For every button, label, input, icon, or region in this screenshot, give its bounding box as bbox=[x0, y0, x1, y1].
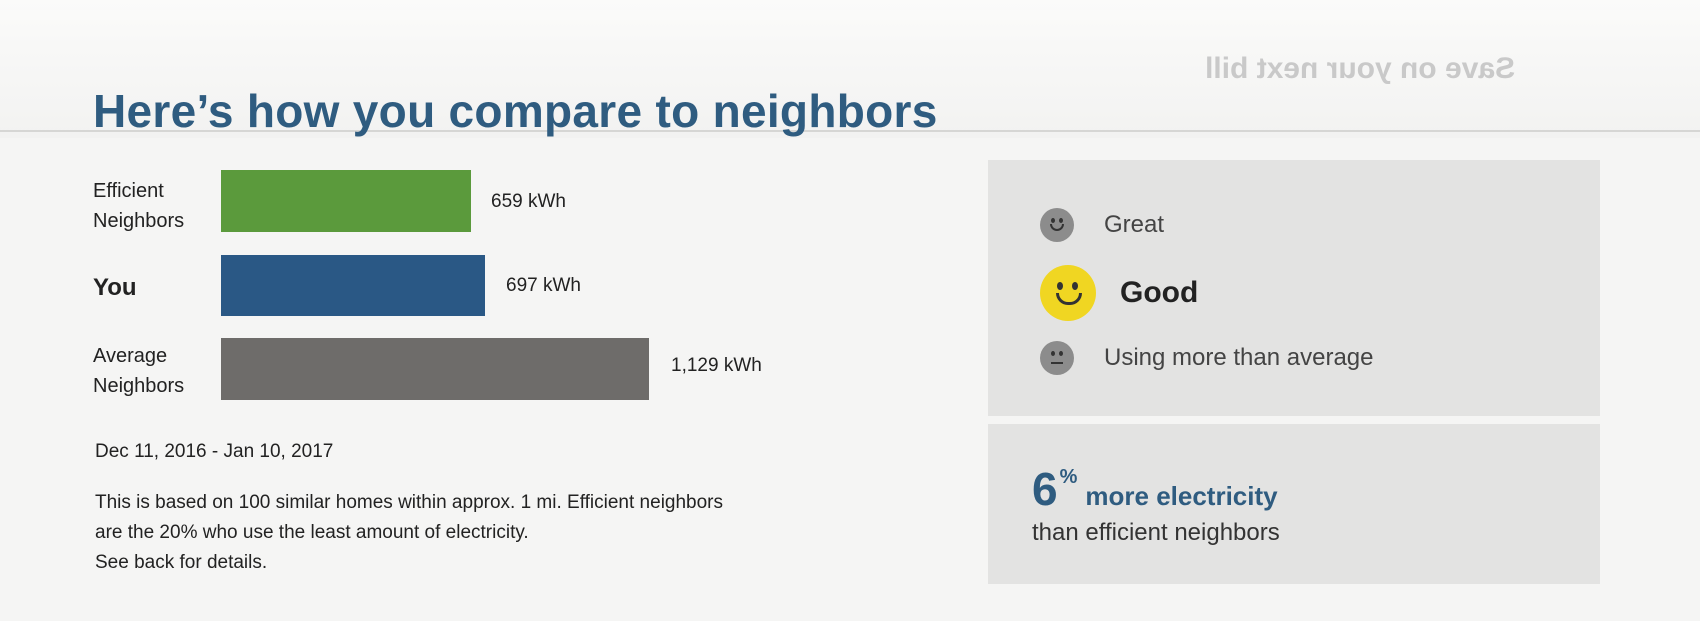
smile-face-icon bbox=[1040, 265, 1096, 321]
percent-sign: % bbox=[1059, 466, 1078, 488]
bar-you bbox=[221, 255, 485, 316]
rating-more-than-average: Using more than average bbox=[1040, 341, 1373, 375]
note-line: See back for details. bbox=[95, 552, 268, 573]
rating-label-active: Good bbox=[1120, 276, 1199, 309]
bar-value-efficient: 659 kWh bbox=[491, 191, 566, 212]
bar-label-you: You bbox=[93, 274, 137, 301]
comparison-panel bbox=[988, 424, 1600, 584]
bar-label-line: Neighbors bbox=[93, 375, 185, 397]
percent-text: more electricity bbox=[1085, 481, 1278, 511]
ghost-text: Save on your next bill bbox=[1205, 52, 1516, 85]
bar-label-line: Neighbors bbox=[93, 210, 185, 232]
bar-value-you: 697 kWh bbox=[506, 275, 581, 296]
percent-subtext: than efficient neighbors bbox=[1032, 519, 1280, 546]
rating-label: Great bbox=[1104, 211, 1165, 238]
rating-good: Good bbox=[1040, 265, 1198, 321]
fold-line bbox=[0, 130, 1700, 132]
comparison-note: This is based on 100 similar homes withi… bbox=[95, 488, 835, 578]
billing-period: Dec 11, 2016 - Jan 10, 2017 bbox=[95, 441, 334, 462]
bar-label-average: Average Neighbors bbox=[93, 341, 184, 401]
note-line: are the 20% who use the least amount of … bbox=[95, 522, 529, 543]
percent-value: 6 bbox=[1032, 463, 1058, 515]
rating-label: Using more than average bbox=[1104, 344, 1374, 371]
bar-value-average: 1,129 kWh bbox=[671, 355, 762, 376]
bar-average bbox=[221, 338, 649, 400]
note-line: This is based on 100 similar homes withi… bbox=[95, 492, 724, 513]
neutral-face-icon bbox=[1040, 341, 1074, 375]
rating-great: Great bbox=[1040, 208, 1164, 242]
percent-comparison: 6 % more electricity bbox=[1032, 462, 1278, 516]
bar-label-line: Average bbox=[93, 345, 168, 367]
bar-label-efficient: Efficient Neighbors bbox=[93, 176, 184, 236]
bar-efficient bbox=[221, 170, 471, 232]
smile-face-icon bbox=[1040, 208, 1074, 242]
paper-top bbox=[0, 0, 1700, 138]
page-title: Here’s how you compare to neighbors bbox=[93, 85, 938, 137]
bar-label-line: Efficient bbox=[93, 180, 164, 202]
